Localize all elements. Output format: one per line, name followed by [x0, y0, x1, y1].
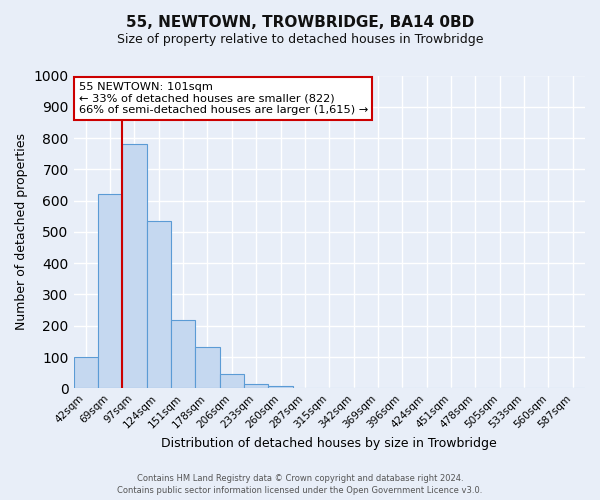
Text: 55, NEWTOWN, TROWBRIDGE, BA14 0BD: 55, NEWTOWN, TROWBRIDGE, BA14 0BD [126, 15, 474, 30]
Bar [196, 346, 220, 389]
Bar [74, 357, 98, 388]
Bar [244, 384, 268, 388]
Text: 55 NEWTOWN: 101sqm
← 33% of detached houses are smaller (822)
66% of semi-detach: 55 NEWTOWN: 101sqm ← 33% of detached hou… [79, 82, 368, 115]
Bar [98, 194, 122, 388]
Bar [268, 386, 293, 388]
Text: Contains HM Land Registry data © Crown copyright and database right 2024.
Contai: Contains HM Land Registry data © Crown c… [118, 474, 482, 495]
Bar [146, 221, 171, 388]
Y-axis label: Number of detached properties: Number of detached properties [15, 134, 28, 330]
Bar [122, 144, 146, 388]
X-axis label: Distribution of detached houses by size in Trowbridge: Distribution of detached houses by size … [161, 437, 497, 450]
Bar [220, 374, 244, 388]
Text: Size of property relative to detached houses in Trowbridge: Size of property relative to detached ho… [117, 32, 483, 46]
Bar [171, 320, 196, 388]
